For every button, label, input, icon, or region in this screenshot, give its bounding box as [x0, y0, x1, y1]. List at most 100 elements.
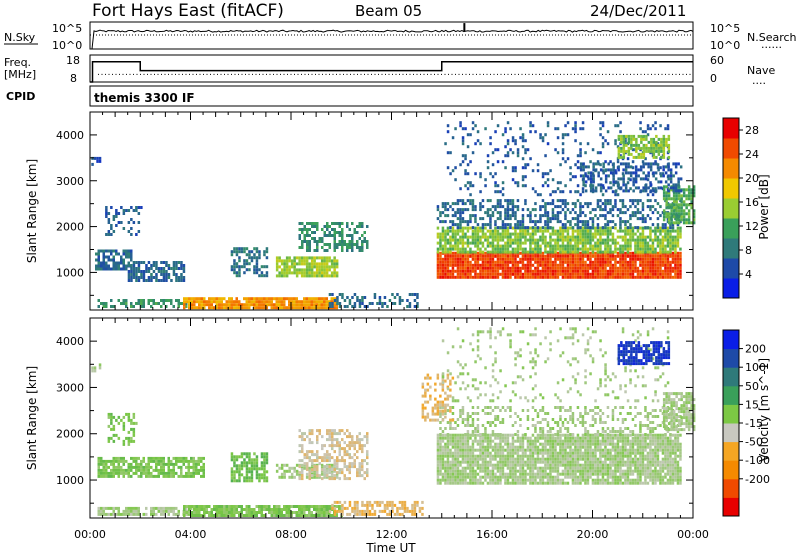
data-cell — [108, 425, 111, 428]
data-cell — [612, 242, 615, 245]
data-cell — [494, 264, 497, 267]
data-cell — [198, 472, 201, 475]
data-cell — [457, 211, 460, 214]
data-cell — [557, 270, 560, 273]
data-cell — [341, 237, 344, 240]
data-cell — [246, 473, 249, 476]
data-cell — [165, 475, 168, 478]
data-cell — [123, 259, 126, 262]
data-cell — [517, 181, 520, 184]
data-cell — [649, 127, 652, 130]
data-cell — [619, 255, 622, 258]
data-cell — [554, 264, 557, 267]
data-cell — [464, 236, 467, 239]
data-cell — [569, 178, 572, 181]
data-cell — [110, 233, 113, 236]
data-cell — [457, 245, 460, 248]
data-cell — [118, 416, 121, 419]
data-cell — [599, 230, 602, 233]
data-cell — [459, 261, 462, 264]
data-cell — [668, 147, 671, 150]
data-cell — [231, 476, 234, 479]
cpid-value: themis 3300 IF — [94, 91, 195, 105]
data-cell — [319, 462, 322, 465]
data-cell — [667, 227, 670, 230]
data-cell — [314, 249, 317, 252]
data-cell — [243, 514, 246, 517]
data-cell — [622, 199, 625, 202]
data-cell — [564, 202, 567, 205]
data-cell — [311, 453, 314, 456]
data-cell — [502, 181, 505, 184]
data-cell — [507, 199, 510, 202]
data-cell — [251, 256, 254, 259]
data-cell — [381, 305, 384, 308]
data-cell — [657, 239, 660, 242]
data-cell — [454, 252, 457, 255]
data-cell — [155, 276, 158, 279]
data-cell — [539, 258, 542, 261]
data-cell — [675, 194, 678, 197]
data-cell — [609, 199, 612, 202]
data-cell — [283, 508, 286, 511]
data-cell — [125, 469, 128, 472]
data-cell — [630, 138, 633, 141]
data-cell — [649, 236, 652, 239]
data-cell — [644, 251, 647, 254]
data-cell — [160, 270, 163, 273]
data-cell — [452, 248, 455, 251]
data-cell — [321, 297, 324, 300]
data-cell — [138, 457, 141, 460]
data-cell — [502, 255, 505, 258]
data-cell — [326, 429, 329, 432]
data-cell — [669, 251, 672, 254]
data-cell — [183, 264, 186, 267]
data-cell — [632, 230, 635, 233]
data-cell — [241, 508, 244, 511]
data-cell — [507, 245, 510, 248]
data-cell — [128, 270, 131, 273]
data-cell — [256, 514, 259, 517]
data-cell — [198, 511, 201, 514]
data-cell — [113, 250, 116, 253]
data-cell — [462, 136, 465, 139]
data-cell — [103, 302, 106, 305]
data-cell — [258, 253, 261, 256]
data-cell — [537, 226, 540, 229]
data-cell — [439, 248, 442, 251]
data-cell — [537, 273, 540, 276]
data-cell — [554, 233, 557, 236]
data-cell — [542, 233, 545, 236]
data-cell — [667, 273, 670, 276]
data-cell — [266, 470, 269, 473]
data-cell — [238, 306, 241, 309]
data-cell — [467, 251, 470, 254]
data-cell — [138, 267, 141, 270]
data-cell — [567, 270, 570, 273]
data-cell — [354, 510, 357, 513]
data-cell — [685, 188, 688, 191]
data-cell — [472, 208, 475, 211]
data-cell — [361, 296, 364, 299]
data-cell — [251, 464, 254, 467]
data-cell — [193, 514, 196, 517]
data-cell — [266, 458, 269, 461]
data-cell — [261, 297, 264, 300]
data-cell — [534, 202, 537, 205]
data-cell — [627, 270, 630, 273]
data-cell — [309, 471, 312, 474]
data-cell — [529, 233, 532, 236]
data-cell — [281, 473, 284, 476]
data-cell — [662, 273, 665, 276]
data-cell — [624, 270, 627, 273]
data-cell — [123, 469, 126, 472]
data-cell — [615, 171, 618, 174]
data-cell — [467, 208, 470, 211]
data-cell — [557, 127, 560, 130]
data-cell — [509, 273, 512, 276]
data-cell — [349, 465, 352, 468]
data-cell — [622, 211, 625, 214]
data-cell — [630, 147, 633, 150]
data-cell — [283, 262, 286, 265]
data-cell — [118, 265, 121, 268]
